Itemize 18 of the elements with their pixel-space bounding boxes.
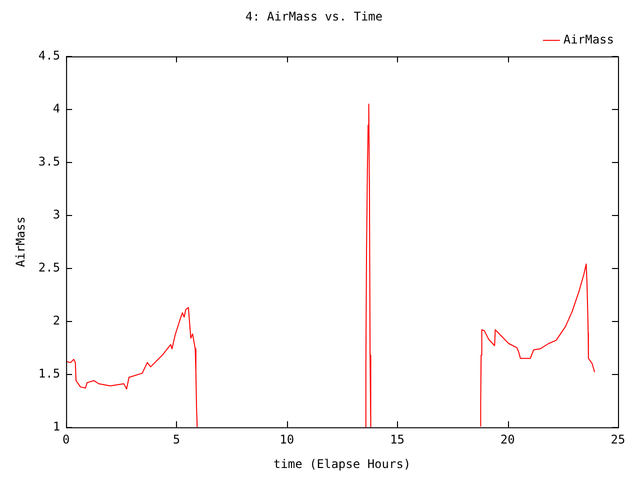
- legend-label: AirMass: [563, 32, 614, 47]
- y-tick-label: 3.5: [38, 154, 60, 168]
- y-tick-label: 3: [52, 207, 60, 222]
- y-tick-label: 2.5: [38, 260, 60, 274]
- y-tick-label: 1: [52, 419, 60, 434]
- x-tick-label: 20: [500, 432, 515, 447]
- chart-title: 4: AirMass vs. Time: [245, 9, 383, 24]
- y-tick-label: 4.5: [38, 48, 60, 63]
- x-tick-label: 25: [610, 432, 626, 447]
- x-tick-label: 10: [280, 432, 294, 447]
- x-tick-label: 15: [390, 432, 404, 447]
- y-axis-title: AirMass: [13, 216, 28, 268]
- y-tick-label: 4: [52, 101, 60, 116]
- x-tick-label: 5: [172, 432, 180, 447]
- y-tick-label: 1.5: [38, 366, 60, 380]
- y-tick-label: 2: [52, 313, 60, 328]
- x-axis-title: time (Elapse Hours): [273, 456, 411, 471]
- x-tick-label: 0: [62, 432, 70, 447]
